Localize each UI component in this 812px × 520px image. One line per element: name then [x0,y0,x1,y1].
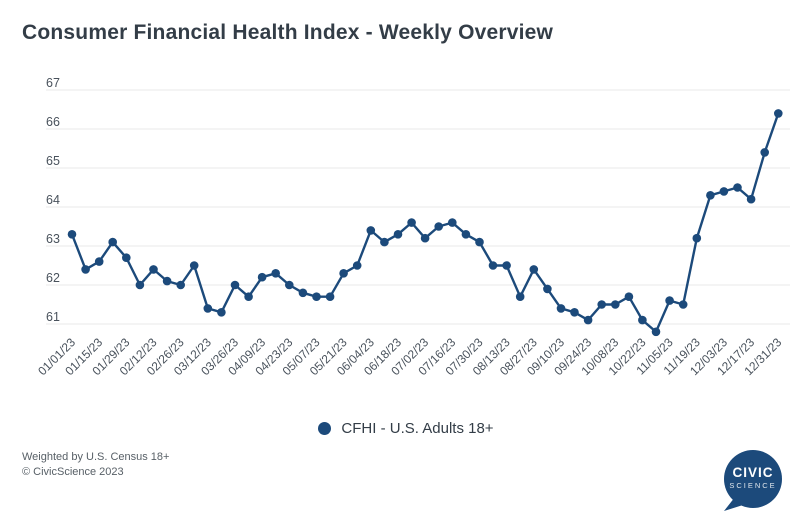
data-point[interactable] [760,148,769,157]
data-point[interactable] [583,315,593,325]
chart-legend: CFHI - U.S. Adults 18+ [0,420,812,437]
data-point[interactable] [94,257,104,266]
civicscience-logo: CIVIC SCIENCE [724,450,782,511]
data-point[interactable] [529,265,539,274]
data-point[interactable] [543,284,552,294]
data-point[interactable] [651,327,661,337]
data-point[interactable] [746,194,756,204]
data-point[interactable] [556,304,566,313]
data-point[interactable] [434,222,444,231]
logo-text-bottom: SCIENCE [729,481,776,490]
data-point[interactable] [81,265,90,274]
data-point[interactable] [638,315,647,325]
y-axis-tick-label: 62 [46,271,60,285]
data-point[interactable] [692,233,702,243]
data-point[interactable] [393,230,403,239]
y-axis-tick-label: 66 [46,115,60,129]
footnote-copyright: © CivicScience 2023 [22,466,124,478]
data-point[interactable] [325,292,335,302]
data-point[interactable] [515,292,525,302]
data-point[interactable] [230,280,240,290]
data-point[interactable] [203,304,213,313]
logo-bubble [724,450,782,508]
data-point[interactable] [271,269,281,278]
y-axis-tick-label: 64 [46,193,60,207]
data-point[interactable] [611,300,620,309]
data-point[interactable] [312,292,321,302]
data-point[interactable] [488,261,498,270]
data-point[interactable] [244,292,253,302]
data-point[interactable] [257,272,267,282]
data-point[interactable] [597,300,606,309]
legend-series-marker-icon[interactable] [318,422,332,435]
data-point[interactable] [67,230,77,239]
data-point[interactable] [285,280,294,290]
data-point[interactable] [366,226,376,235]
footnote-weighting: Weighted by U.S. Census 18+ [22,451,170,463]
y-axis-tick-label: 61 [46,310,60,324]
data-point[interactable] [570,308,579,317]
data-point[interactable] [176,280,185,290]
y-axis-tick-label: 67 [46,76,60,90]
logo-text-top: CIVIC [732,465,773,480]
data-point[interactable] [380,237,389,247]
data-point[interactable] [352,261,362,270]
data-point[interactable] [420,233,430,243]
y-axis-tick-label: 63 [46,232,60,246]
data-point[interactable] [678,300,688,309]
data-point[interactable] [624,292,634,302]
data-point[interactable] [298,288,308,298]
data-point[interactable] [733,183,742,192]
data-point[interactable] [162,276,172,286]
data-point[interactable] [407,218,416,227]
data-point[interactable] [339,269,348,278]
data-point[interactable] [108,237,117,247]
legend-series-label[interactable]: CFHI - U.S. Adults 18+ [341,420,494,437]
data-point[interactable] [665,296,674,305]
cfhi-line-chart: 6162636465666701/01/2301/15/2301/29/2302… [35,76,790,378]
data-point[interactable] [719,187,729,196]
data-point[interactable] [122,253,131,262]
data-point[interactable] [706,191,715,200]
data-point[interactable] [502,261,511,270]
y-axis-tick-label: 65 [46,154,60,168]
data-point[interactable] [461,230,471,239]
data-point[interactable] [475,237,484,247]
data-point[interactable] [189,261,199,270]
page-title: Consumer Financial Health Index - Weekly… [22,21,554,44]
data-point[interactable] [774,109,783,118]
data-point[interactable] [149,265,158,274]
chart-footnote: Weighted by U.S. Census 18+ © CivicScien… [22,450,169,480]
data-point[interactable] [448,218,457,227]
data-point[interactable] [217,308,226,317]
data-point[interactable] [135,280,145,290]
